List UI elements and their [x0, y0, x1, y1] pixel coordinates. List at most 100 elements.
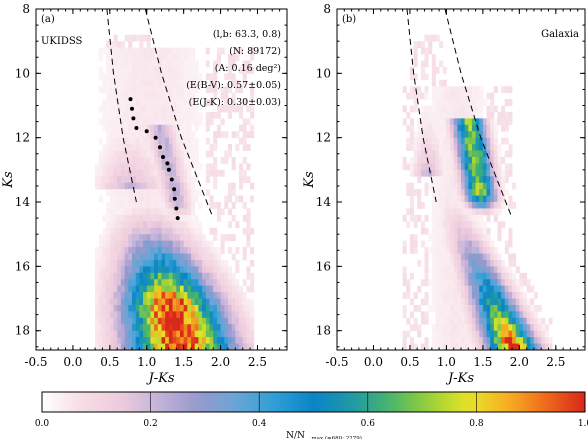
heatmap-cell [443, 331, 447, 338]
heatmap-cell [483, 196, 487, 203]
heatmap-cell [479, 292, 483, 299]
heatmap-cell [150, 106, 154, 113]
heatmap-cell [187, 112, 191, 119]
heatmap-cell [169, 286, 173, 293]
heatmap-cell [165, 292, 169, 299]
heatmap-cell [228, 292, 232, 299]
heatmap-cell [198, 253, 202, 260]
heatmap-cell [195, 189, 199, 196]
heatmap-cell [114, 138, 118, 145]
heatmap-cell [483, 253, 487, 260]
heatmap-cell [132, 80, 136, 87]
heatmap-cell [202, 337, 206, 344]
heatmap-cell [461, 273, 465, 280]
heatmap-cell [487, 286, 491, 293]
heatmap-cell [228, 324, 232, 331]
heatmap-cell [472, 99, 476, 106]
heatmap-cell [435, 86, 439, 93]
heatmap-cell [414, 48, 418, 55]
heatmap-cell [439, 305, 443, 312]
heatmap-cell [432, 138, 436, 145]
heatmap-cell [195, 118, 199, 125]
heatmap-cell [538, 305, 542, 312]
heatmap-cell [102, 80, 106, 87]
heatmap-cell [213, 138, 217, 145]
heatmap-cell [439, 279, 443, 286]
heatmap-cell [136, 170, 140, 177]
heatmap-cell [117, 86, 121, 93]
heatmap-cell [425, 163, 429, 170]
heatmap-cell [410, 106, 414, 113]
heatmap-cell [221, 337, 225, 344]
heatmap-cell [512, 331, 516, 338]
heatmap-cell [497, 163, 501, 170]
heatmap-cell [102, 163, 106, 170]
heatmap-cell [494, 215, 498, 222]
heatmap-cell [206, 170, 210, 177]
heatmap-cell [147, 311, 151, 318]
heatmap-cell [243, 157, 247, 164]
heatmap-cell [102, 292, 106, 299]
heatmap-cell [187, 54, 191, 61]
heatmap-cell [158, 234, 162, 241]
heatmap-cell [176, 151, 180, 158]
heatmap-cell [147, 215, 151, 222]
heatmap-cell [487, 228, 491, 235]
heatmap-cell [162, 266, 166, 273]
heatmap-cell [435, 318, 439, 325]
heatmap-cell [443, 93, 447, 100]
heatmap-cell [169, 80, 173, 87]
heatmap-cell [209, 331, 213, 338]
heatmap-cell [232, 163, 236, 170]
heatmap-cell [206, 344, 210, 351]
heatmap-cell [147, 241, 151, 248]
heatmap-cell [414, 106, 418, 113]
heatmap-cell [476, 266, 480, 273]
heatmap-cell [143, 253, 147, 260]
heatmap-cell [403, 292, 407, 299]
heatmap-cell [180, 48, 184, 55]
heatmap-cell [187, 118, 191, 125]
heatmap-cell [114, 157, 118, 164]
heatmap-cell [169, 196, 173, 203]
heatmap-cell [432, 266, 436, 273]
heatmap-cell [147, 93, 151, 100]
heatmap-cell [446, 221, 450, 228]
heatmap-cell [497, 331, 501, 338]
heatmap-cell [176, 138, 180, 145]
x-axis-label: J-Ks [146, 371, 175, 386]
heatmap-cell [198, 337, 202, 344]
colorbar: 0.00.20.40.60.81.0N/Nmax (=680; 2279) [35, 392, 588, 439]
heatmap-cell [479, 99, 483, 106]
heatmap-cell [173, 93, 177, 100]
heatmap-cell [221, 299, 225, 306]
heatmap-cell [117, 279, 121, 286]
heatmap-cell [435, 247, 439, 254]
heatmap-cell [465, 144, 469, 151]
heatmap-cell [425, 118, 429, 125]
heatmap-cell [497, 112, 501, 119]
heatmap-cell [117, 80, 121, 87]
heatmap-cell [165, 221, 169, 228]
heatmap-cell [483, 337, 487, 344]
heatmap-cell [165, 99, 169, 106]
heatmap-cell [143, 196, 147, 203]
heatmap-cell [162, 260, 166, 267]
heatmap-cell [461, 106, 465, 113]
heatmap-cell [439, 215, 443, 222]
heatmap-cell [162, 163, 166, 170]
heatmap-cell [158, 183, 162, 190]
heatmap-cell [110, 234, 114, 241]
heatmap-cell [117, 144, 121, 151]
heatmap-cell [165, 305, 169, 312]
heatmap-cell [106, 305, 110, 312]
heatmap-cell [243, 324, 247, 331]
heatmap-cell [150, 299, 154, 306]
heatmap-cell [158, 202, 162, 209]
heatmap-cell [534, 337, 538, 344]
heatmap-cell [435, 157, 439, 164]
heatmap-cell [162, 144, 166, 151]
heatmap-cell [132, 279, 136, 286]
heatmap-cell [439, 221, 443, 228]
heatmap-cell [439, 234, 443, 241]
